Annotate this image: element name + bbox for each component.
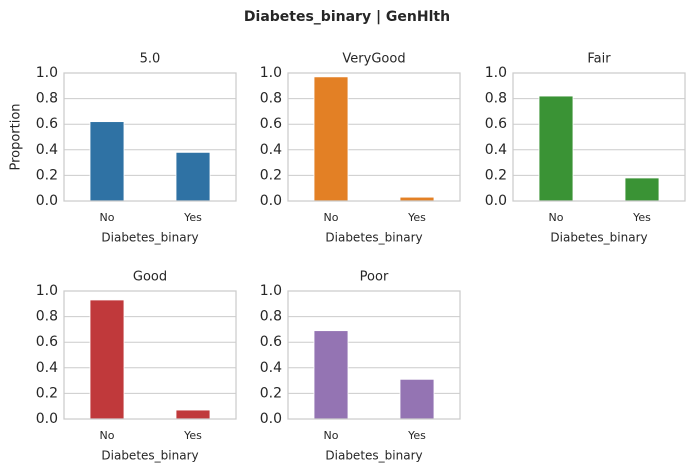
panel-frame bbox=[63, 72, 237, 202]
y-tick-label: 0.4 bbox=[260, 142, 282, 158]
x-axis-label: Diabetes_binary bbox=[325, 449, 422, 463]
x-axis-label: Diabetes_binary bbox=[101, 231, 198, 245]
y-tick-label: 0.4 bbox=[485, 142, 507, 158]
y-axis-label: Proportion bbox=[9, 103, 24, 170]
y-tick-label: 0.6 bbox=[260, 334, 282, 350]
y-tick-label: 0.6 bbox=[36, 334, 58, 350]
y-tick-label: 0.4 bbox=[36, 142, 58, 158]
y-tick-label: 1.0 bbox=[485, 65, 507, 81]
y-tick-label: 0.8 bbox=[36, 91, 58, 107]
y-tick-label: 0.8 bbox=[260, 91, 282, 107]
y-tick-label: 0.6 bbox=[485, 116, 507, 132]
x-tick-label: Yes bbox=[407, 429, 426, 442]
figure-title: Diabetes_binary | GenHlth bbox=[244, 9, 450, 25]
panel-frame bbox=[287, 290, 461, 420]
bar-no bbox=[313, 330, 349, 420]
panel-3: 0.0 0.2 0.4 0.6 0.8 1.0 No Yes Good Diabetes_bina… bbox=[36, 270, 237, 463]
panel-frame bbox=[512, 72, 686, 202]
bar-no bbox=[313, 76, 349, 202]
y-tick-label: 0.6 bbox=[36, 116, 58, 132]
y-tick-label: 0.0 bbox=[36, 193, 58, 209]
panel-4: 0.0 0.2 0.4 0.6 0.8 1.0 No Yes Poor Diabetes_bina… bbox=[260, 270, 461, 463]
panel-frame bbox=[287, 72, 461, 202]
y-tick-label: 0.8 bbox=[485, 91, 507, 107]
y-tick-label: 0.4 bbox=[36, 360, 58, 376]
y-tick-label: 0.6 bbox=[260, 116, 282, 132]
panel-2: 0.0 0.2 0.4 0.6 0.8 1.0 No Yes Fair Diabetes_bina… bbox=[485, 52, 686, 245]
panel-frame bbox=[63, 290, 237, 420]
bar-yes bbox=[624, 177, 660, 202]
x-tick-label: No bbox=[100, 429, 115, 442]
y-tick-label: 1.0 bbox=[260, 283, 282, 299]
panel-0: 0.0 0.2 0.4 0.6 0.8 1.0 No Yes 5.0 Diabetes_binar… bbox=[9, 52, 237, 245]
y-tick-label: 0.2 bbox=[485, 167, 507, 183]
y-tick-label: 0.2 bbox=[260, 385, 282, 401]
y-tick-label: 0.4 bbox=[260, 360, 282, 376]
y-tick-label: 0.2 bbox=[36, 385, 58, 401]
bar-yes bbox=[399, 378, 435, 420]
y-tick-label: 0.0 bbox=[485, 193, 507, 209]
x-axis-label: Diabetes_binary bbox=[550, 231, 647, 245]
panel-title: 5.0 bbox=[140, 52, 161, 67]
y-tick-label: 1.0 bbox=[260, 65, 282, 81]
x-axis-label: Diabetes_binary bbox=[325, 231, 422, 245]
bar-no bbox=[89, 299, 125, 420]
x-tick-label: No bbox=[100, 211, 115, 224]
y-tick-label: 0.2 bbox=[36, 167, 58, 183]
y-tick-label: 1.0 bbox=[36, 283, 58, 299]
x-axis-label: Diabetes_binary bbox=[101, 449, 198, 463]
bar-no bbox=[538, 95, 574, 202]
bar-no bbox=[89, 121, 125, 202]
x-tick-label: Yes bbox=[183, 429, 202, 442]
y-tick-label: 0.0 bbox=[36, 411, 58, 427]
y-tick-label: 0.0 bbox=[260, 411, 282, 427]
x-tick-label: No bbox=[324, 429, 339, 442]
x-tick-label: Yes bbox=[407, 211, 426, 224]
bar-yes bbox=[175, 409, 211, 420]
y-tick-label: 1.0 bbox=[36, 65, 58, 81]
panel-title: Poor bbox=[360, 270, 389, 285]
panel-title: VeryGood bbox=[342, 52, 405, 67]
panel-title: Fair bbox=[587, 52, 611, 67]
y-tick-label: 0.2 bbox=[260, 167, 282, 183]
bar-yes bbox=[175, 151, 211, 202]
panel-1: 0.0 0.2 0.4 0.6 0.8 1.0 No Yes VeryGood Diabetes_… bbox=[260, 52, 461, 245]
x-tick-label: Yes bbox=[632, 211, 651, 224]
panel-title: Good bbox=[133, 270, 167, 285]
y-tick-label: 0.0 bbox=[260, 193, 282, 209]
y-tick-label: 0.8 bbox=[260, 309, 282, 325]
x-tick-label: No bbox=[549, 211, 564, 224]
x-tick-label: No bbox=[324, 211, 339, 224]
x-tick-label: Yes bbox=[183, 211, 202, 224]
y-tick-label: 0.8 bbox=[36, 309, 58, 325]
